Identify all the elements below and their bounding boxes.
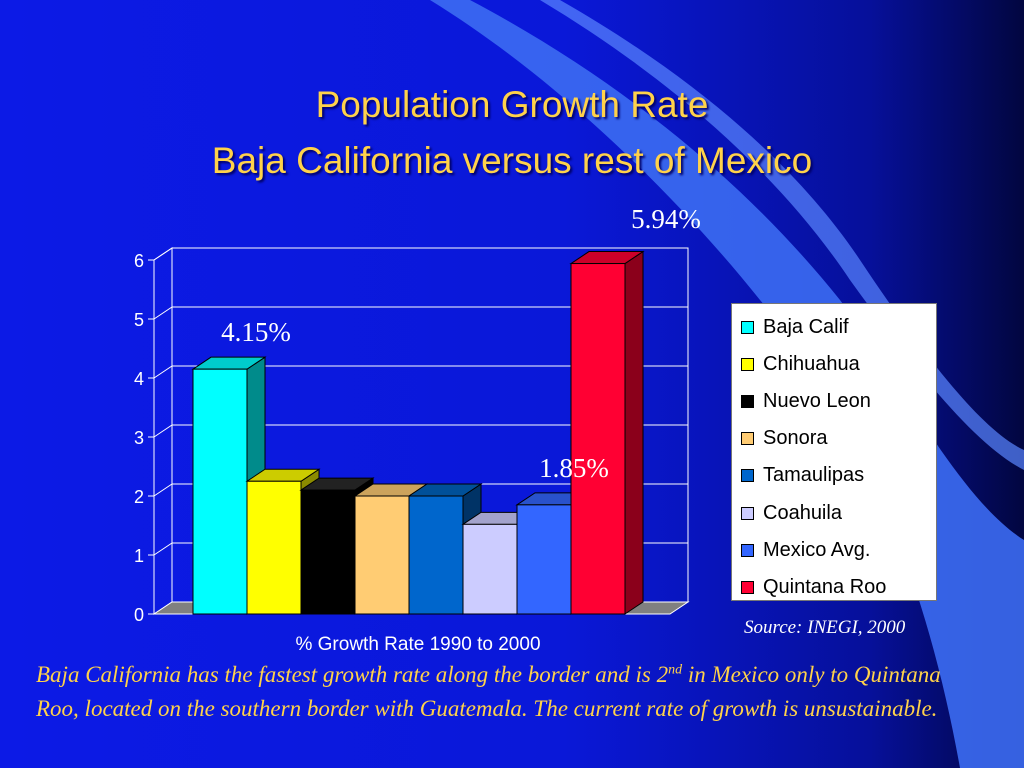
bar-quintana-roo xyxy=(570,263,626,615)
gridline xyxy=(153,365,688,379)
y-tick-label: 4 xyxy=(134,369,144,389)
value-annotation: 5.94% xyxy=(631,204,701,234)
legend-swatch xyxy=(741,543,754,557)
bar-nuevo-leon xyxy=(300,489,356,615)
gridline xyxy=(153,483,688,497)
bar-chihuahua xyxy=(246,480,302,615)
bar-mexico-avg xyxy=(516,504,572,615)
y-tick-label: 6 xyxy=(134,251,144,271)
y-tick-label: 1 xyxy=(134,546,144,566)
legend-item: Nuevo Leon xyxy=(741,388,871,414)
legend-item: Quintana Roo xyxy=(741,574,886,600)
bar-tamaulipas xyxy=(408,495,464,615)
legend-label: Chihuahua xyxy=(763,352,860,375)
legend-swatch xyxy=(741,394,754,408)
legend-item: Mexico Avg. xyxy=(741,537,870,563)
summary-text-1: Baja California has the fastest growth r… xyxy=(36,662,669,687)
summary-sup: nd xyxy=(668,662,683,678)
legend-label: Tamaulipas xyxy=(763,464,865,487)
gridline xyxy=(153,424,688,438)
legend-label: Coahuila xyxy=(763,501,842,524)
bar-baja-calif xyxy=(192,368,248,615)
legend-item: Coahuila xyxy=(741,500,842,526)
summary-text-2: in Mexico only to Quintana Roo, located … xyxy=(36,662,941,721)
legend-swatch xyxy=(741,469,754,483)
y-tick-label: 5 xyxy=(134,310,144,330)
legend-label: Mexico Avg. xyxy=(763,538,871,561)
bar-coahuila xyxy=(462,523,518,615)
legend-swatch xyxy=(741,580,754,594)
chart-legend: Baja Calif Chihuahua Nuevo Leon Sonora Tamau… xyxy=(731,303,937,601)
legend-label: Baja Calif xyxy=(763,315,849,338)
summary-note: Baja California has the fastest growth r… xyxy=(36,658,986,726)
legend-label: Quintana Roo xyxy=(763,575,887,598)
legend-item: Chihuahua xyxy=(741,351,860,377)
gridline xyxy=(153,247,688,261)
legend-item: Baja Calif xyxy=(741,314,849,340)
value-annotation: 1.85% xyxy=(539,453,609,483)
legend-item: Tamaulipas xyxy=(741,463,864,489)
title-line-1: Population Growth Rate xyxy=(315,84,709,125)
legend-swatch xyxy=(741,320,754,334)
value-annotation: 4.15% xyxy=(221,317,291,347)
legend-swatch xyxy=(741,357,754,371)
x-axis-label: % Growth Rate 1990 to 2000 xyxy=(295,634,540,655)
legend-label: Sonora xyxy=(763,427,828,450)
y-tick-label: 2 xyxy=(134,487,144,507)
gridline xyxy=(153,306,688,320)
bar-sonora xyxy=(354,495,410,615)
legend-item: Sonora xyxy=(741,426,828,452)
y-tick-label: 3 xyxy=(134,428,144,448)
y-tick-label: 0 xyxy=(134,605,144,625)
legend-swatch xyxy=(741,506,754,520)
legend-label: Nuevo Leon xyxy=(763,389,871,412)
legend-swatch xyxy=(741,432,754,446)
bar-side xyxy=(624,250,644,615)
title-line-2: Baja California versus rest of Mexico xyxy=(211,140,813,181)
source-note: Source: INEGI, 2000 xyxy=(744,617,906,638)
